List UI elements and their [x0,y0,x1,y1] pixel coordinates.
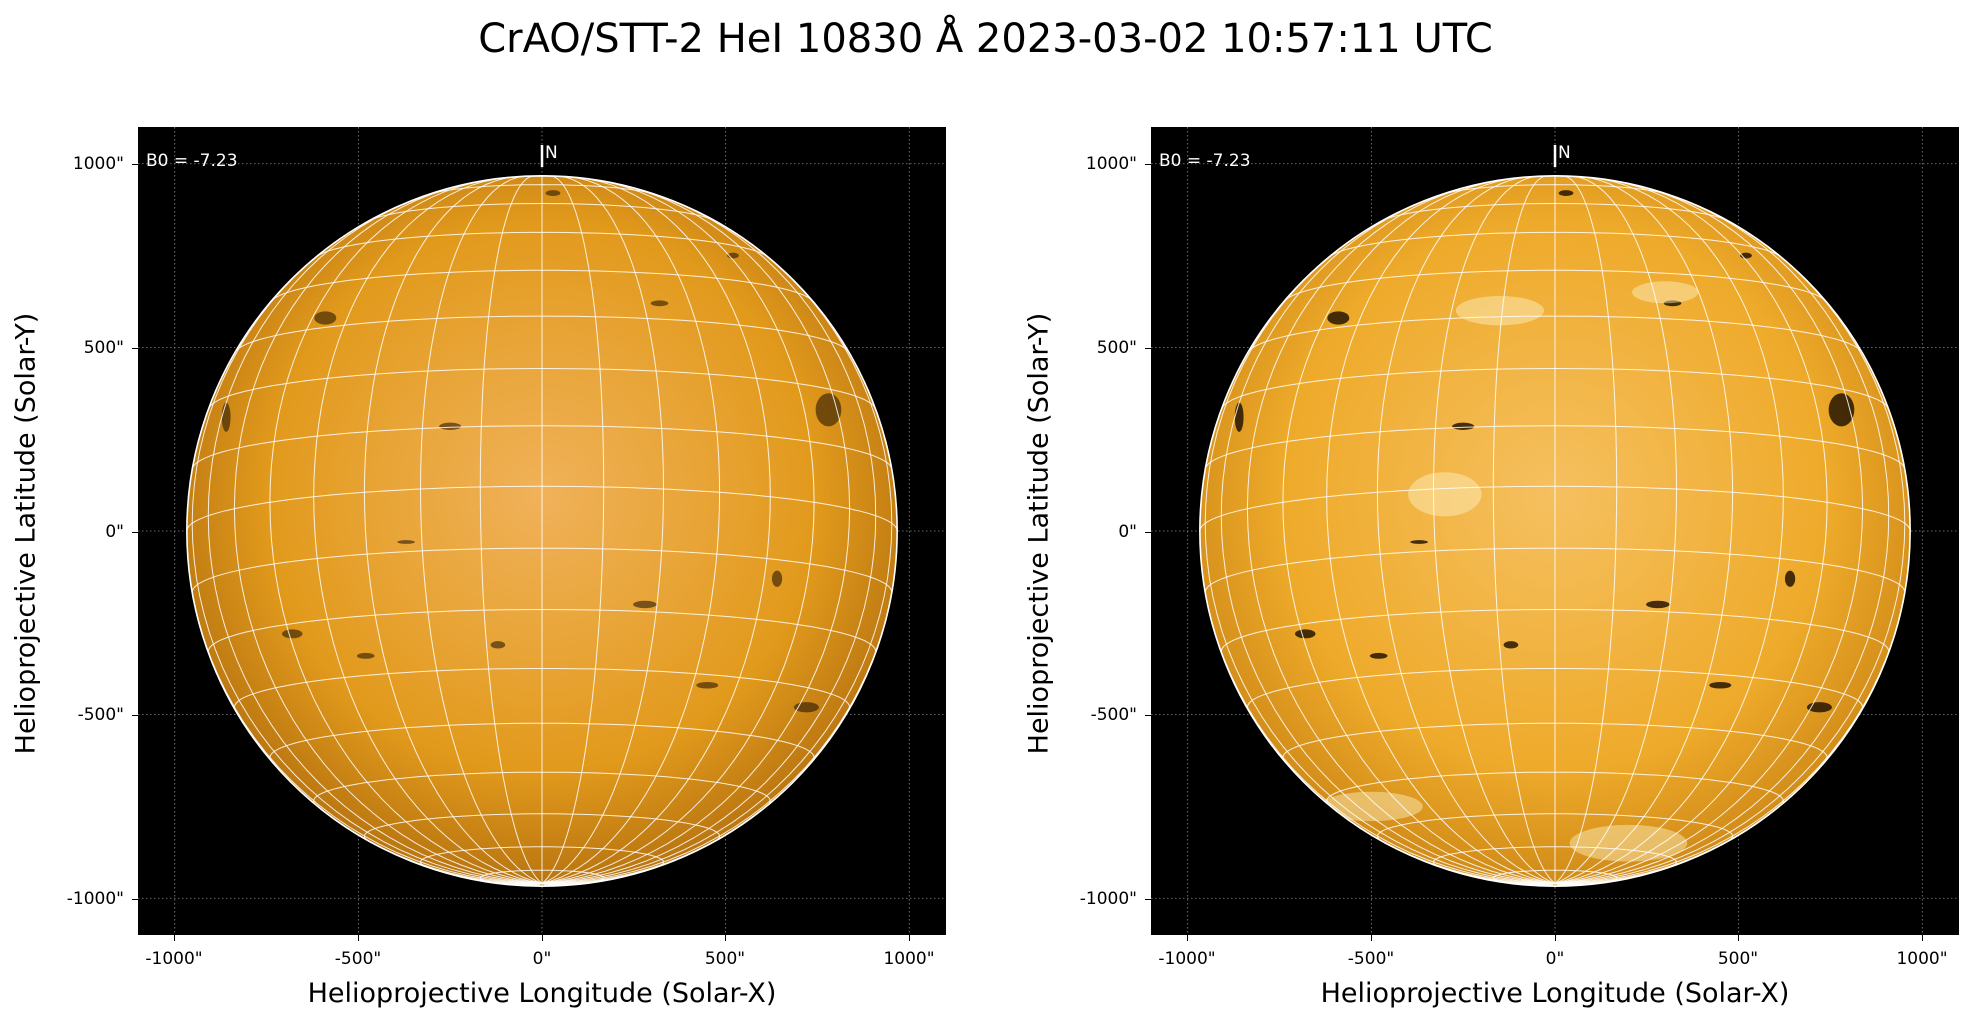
dark-filament [1663,300,1682,307]
solar-image-panel-left: B0 = -7.23 N [138,127,946,935]
x-tick-mark [1922,935,1923,941]
x-tick-mark [909,935,910,941]
y-tick-label: 1000" [1085,154,1137,174]
bright-plage [1569,824,1688,862]
dark-filament [1294,629,1316,639]
x-tick-mark [725,935,726,941]
y-axis-label: Helioprojective Latitude (Solar-Y) [1023,312,1055,755]
dark-filament [1784,570,1796,587]
x-tick-mark [542,935,543,941]
y-tick-mark [132,164,138,165]
figure-title: CrAO/STT-2 HeI 10830 Å 2023-03-02 10:57:… [478,16,1493,62]
solar-disk-right [1151,127,1959,935]
solar-limb [186,175,898,887]
heliographic-grid [1199,175,1911,887]
y-tick-mark [1145,532,1151,533]
x-tick-mark [1187,935,1188,941]
dark-filament [314,311,337,325]
y-tick-mark [132,899,138,900]
x-tick-mark [1738,935,1739,941]
x-axis-label: Helioprojective Longitude (Solar-X) [1320,978,1790,1009]
dark-filament [248,755,263,763]
x-tick-label: 500" [704,949,746,969]
x-tick-label: 500" [1717,949,1759,969]
dark-filament [221,402,231,432]
dark-filament [1410,540,1428,544]
y-axis-label: Helioprojective Latitude (Solar-Y) [10,312,42,755]
y-tick-label: -500" [1090,705,1137,725]
dark-filament [1646,600,1670,609]
y-tick-mark [132,532,138,533]
dark-filament [771,570,783,587]
y-tick-mark [1145,715,1151,716]
y-tick-label: 1000" [72,154,124,174]
y-tick-label: -1000" [66,889,124,909]
x-tick-mark [358,935,359,941]
y-tick-mark [132,348,138,349]
dark-filament [1261,755,1276,763]
y-tick-mark [1145,348,1151,349]
solar-disk-left [138,127,946,935]
dark-filament [1369,652,1388,659]
y-tick-label: -1000" [1079,889,1137,909]
y-tick-label: 500" [83,338,124,358]
dark-filament [696,681,719,689]
x-tick-label: -500" [334,949,382,969]
dark-filament [490,641,506,649]
dark-filament [1452,422,1475,430]
north-marker-label: N [545,143,558,163]
x-tick-label: 1000" [1896,949,1948,969]
dark-filament [1709,681,1732,689]
dark-filament [356,652,375,659]
b0-annotation: B0 = -7.23 [146,151,238,171]
dark-filament [633,600,657,609]
y-tick-label: 0" [1118,522,1137,542]
x-tick-mark [1371,935,1372,941]
dark-filament [1503,641,1519,649]
y-tick-mark [132,715,138,716]
x-tick-label: -500" [1347,949,1395,969]
dark-filament [397,540,415,544]
y-tick-mark [1145,899,1151,900]
bright-plage [1408,472,1482,517]
dark-filament [650,300,669,307]
solar-limb [1199,175,1911,887]
bright-plage [1455,295,1544,326]
solar-image-panel-right: B0 = -7.23 N [1151,127,1959,935]
dark-filament [439,422,462,430]
x-tick-label: 0" [532,949,552,969]
north-marker-label: N [1558,143,1571,163]
x-tick-mark [174,935,175,941]
x-tick-mark [1555,935,1556,941]
y-tick-label: -500" [77,705,124,725]
dark-filament [545,190,561,197]
x-tick-label: 1000" [883,949,935,969]
dark-filament [1327,311,1350,325]
y-tick-label: 0" [105,522,124,542]
x-tick-label: 0" [1545,949,1565,969]
dark-filament [1558,190,1574,197]
dark-filament [281,629,303,639]
y-tick-mark [1145,164,1151,165]
y-tick-label: 500" [1096,338,1137,358]
dark-filament [1234,402,1244,432]
dark-filament [1828,393,1855,427]
b0-annotation: B0 = -7.23 [1159,151,1251,171]
x-tick-label: -1000" [1158,949,1216,969]
heliographic-grid [186,175,898,887]
bright-plage [1632,281,1699,304]
x-tick-label: -1000" [145,949,203,969]
bright-plage [1319,791,1423,822]
dark-filament [815,393,842,427]
x-axis-label: Helioprojective Longitude (Solar-X) [307,978,777,1009]
